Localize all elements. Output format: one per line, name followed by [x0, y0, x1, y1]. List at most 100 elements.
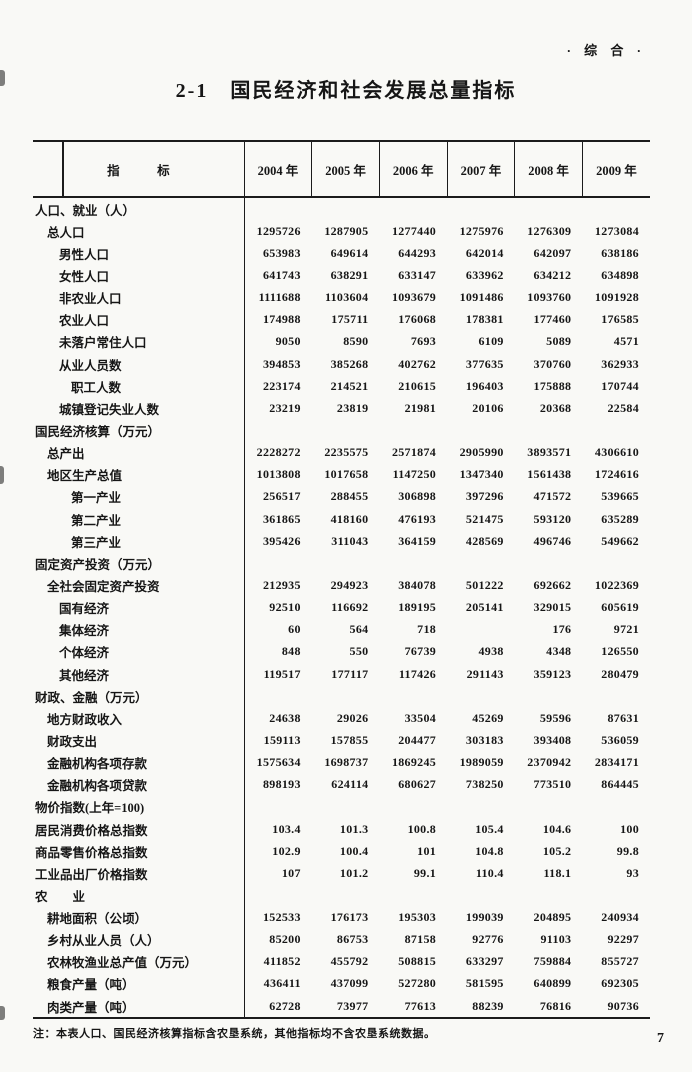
- row-label: 人口、就业（人）: [33, 197, 245, 221]
- table-row: 金融机构各项贷款 898193 624114 680627 738250 773510 86…: [33, 773, 650, 796]
- cell-value: 1022369: [594, 577, 639, 592]
- cell-value: 76816: [539, 998, 572, 1013]
- cell-value: 680627: [398, 777, 437, 792]
- table-row: 非农业人口 1111688 1103604 1093679 1091486 1093760…: [33, 286, 650, 309]
- scan-smudge: [0, 466, 4, 484]
- cell-value: 564: [349, 622, 369, 637]
- cell-value: 2370942: [527, 755, 572, 770]
- cell-value: [312, 796, 380, 818]
- year-column-header: 2009 年: [581, 141, 650, 198]
- table-row: 未落户常住人口 9050 8590 7693 6109 5089 4571: [33, 330, 650, 353]
- cell-value: 204477: [398, 732, 437, 747]
- cell-value: [312, 552, 380, 574]
- cell-value: 177460: [533, 312, 572, 327]
- table-body: 人口、就业（人） 总人口 1295726 1287905 1277440 1275976 1…: [33, 197, 650, 1019]
- section-corner-label: · 综 合 ·: [566, 43, 646, 58]
- cell-value: 377635: [465, 356, 504, 371]
- cell-value: 638186: [601, 245, 639, 260]
- cell-value: [515, 685, 583, 707]
- cell-value: [447, 796, 515, 818]
- cell-value: 3893571: [527, 445, 572, 460]
- cell-value: 864445: [601, 777, 639, 792]
- cell-value: 1276309: [527, 223, 572, 238]
- cell-value: 549662: [601, 533, 639, 548]
- table-row: 耕地面积（公顷） 152533 176173 195303 199039 204895 24…: [33, 906, 650, 929]
- cell-value: 118.1: [543, 865, 572, 880]
- cell-value: 21981: [404, 400, 437, 415]
- cell-value: 428569: [465, 533, 504, 548]
- row-label: 国民经济核算（万元）: [33, 419, 245, 442]
- cell-value: [515, 884, 583, 906]
- cell-value: 2235575: [324, 445, 369, 460]
- cell-value: 22584: [607, 400, 639, 415]
- cell-value: 59596: [539, 710, 572, 725]
- cell-value: 1273084: [594, 223, 639, 238]
- section-header-row: 国民经济核算（万元）: [33, 419, 650, 442]
- cell-value: 107: [281, 865, 301, 880]
- table-row: 居民消费价格总指数 103.4 101.3 100.8 105.4 104.6 100: [33, 817, 650, 841]
- cell-value: 24638: [269, 710, 301, 725]
- row-label: 城镇登记失业人数: [33, 397, 245, 420]
- table-row: 总人口 1295726 1287905 1277440 1275976 1276309 12…: [33, 220, 650, 243]
- cell-value: 170744: [601, 378, 639, 393]
- cell-value: 1989059: [459, 755, 504, 770]
- cell-value: 199039: [465, 910, 504, 925]
- cell-value: 105.2: [542, 843, 572, 858]
- cell-value: 152533: [262, 910, 301, 925]
- table-row: 第一产业 256517 288455 306898 397296 471572 539665: [33, 485, 650, 508]
- table-row: 肉类产量（吨） 62728 73977 77613 88239 76816 90736: [33, 995, 650, 1019]
- section-header-row: 固定资产投资（万元）: [33, 552, 650, 575]
- cell-value: 1093679: [391, 290, 437, 305]
- cell-value: 311043: [331, 533, 369, 548]
- cell-value: 359123: [533, 666, 572, 681]
- row-label: 第二产业: [33, 507, 245, 531]
- cell-value: 773510: [533, 777, 572, 792]
- cell-value: 256517: [262, 489, 301, 504]
- row-label: 总产出: [33, 441, 245, 464]
- table-row: 全社会固定资产投资 212935 294923 384078 501222 692662 1…: [33, 574, 650, 597]
- cell-value: 718: [417, 622, 437, 637]
- cell-value: 1013808: [256, 467, 301, 482]
- cell-value: 1295726: [256, 223, 301, 238]
- cell-value: 4571: [613, 334, 639, 349]
- table-row: 国有经济 92510 116692 189195 205141 329015 605619: [33, 596, 650, 619]
- cell-value: 178381: [465, 312, 504, 327]
- cell-value: 384078: [398, 577, 437, 592]
- row-label: 男性人口: [33, 242, 245, 265]
- cell-value: 5089: [546, 334, 572, 349]
- cell-value: 103.4: [272, 821, 301, 836]
- table-row: 职工人数 223174 214521 210615 196403 175888 170744: [33, 375, 650, 398]
- cell-value: [312, 884, 380, 906]
- cell-value: 581595: [465, 976, 504, 991]
- cell-value: 471572: [533, 489, 572, 504]
- cell-value: 1091486: [459, 290, 504, 305]
- row-label: 全社会固定资产投资: [33, 574, 245, 597]
- cell-value: 4938: [478, 644, 504, 659]
- cell-value: 9721: [613, 622, 639, 637]
- row-label: 粮食产量（吨）: [33, 972, 245, 996]
- statistics-table: 指 标 2004 年 2005 年 2006 年 2007 年 2008 年 2009 年…: [33, 140, 650, 1020]
- cell-value: 605619: [601, 600, 639, 615]
- cell-value: 210615: [398, 378, 437, 393]
- cell-value: 73977: [336, 998, 369, 1013]
- cell-value: 848: [281, 644, 301, 659]
- indicator-column-header: 指 标: [33, 141, 245, 198]
- cell-value: 1347340: [459, 467, 504, 482]
- table-row: 工业品出厂价格指数 107 101.2 99.1 110.4 118.1 93: [33, 862, 650, 885]
- cell-value: 20368: [539, 400, 572, 415]
- row-label: 耕地面积（公顷）: [33, 906, 245, 929]
- cell-value: 364159: [398, 533, 437, 548]
- row-label: 集体经济: [33, 618, 245, 641]
- cell-value: 77613: [404, 998, 437, 1013]
- cell-value: 1287905: [324, 223, 369, 238]
- section-header-row: 财政、金融（万元）: [33, 685, 650, 708]
- row-label: 农 业: [33, 884, 245, 907]
- table-row: 女性人口 641743 638291 633147 633962 634212 634898: [33, 264, 650, 287]
- cell-value: 411852: [263, 954, 301, 969]
- row-label: 第一产业: [33, 485, 245, 508]
- cell-value: 23819: [336, 400, 369, 415]
- cell-value: 402762: [398, 356, 437, 371]
- table-row: 第二产业 361865 418160 476193 521475 593120 635289: [33, 507, 650, 531]
- cell-value: 633297: [465, 954, 504, 969]
